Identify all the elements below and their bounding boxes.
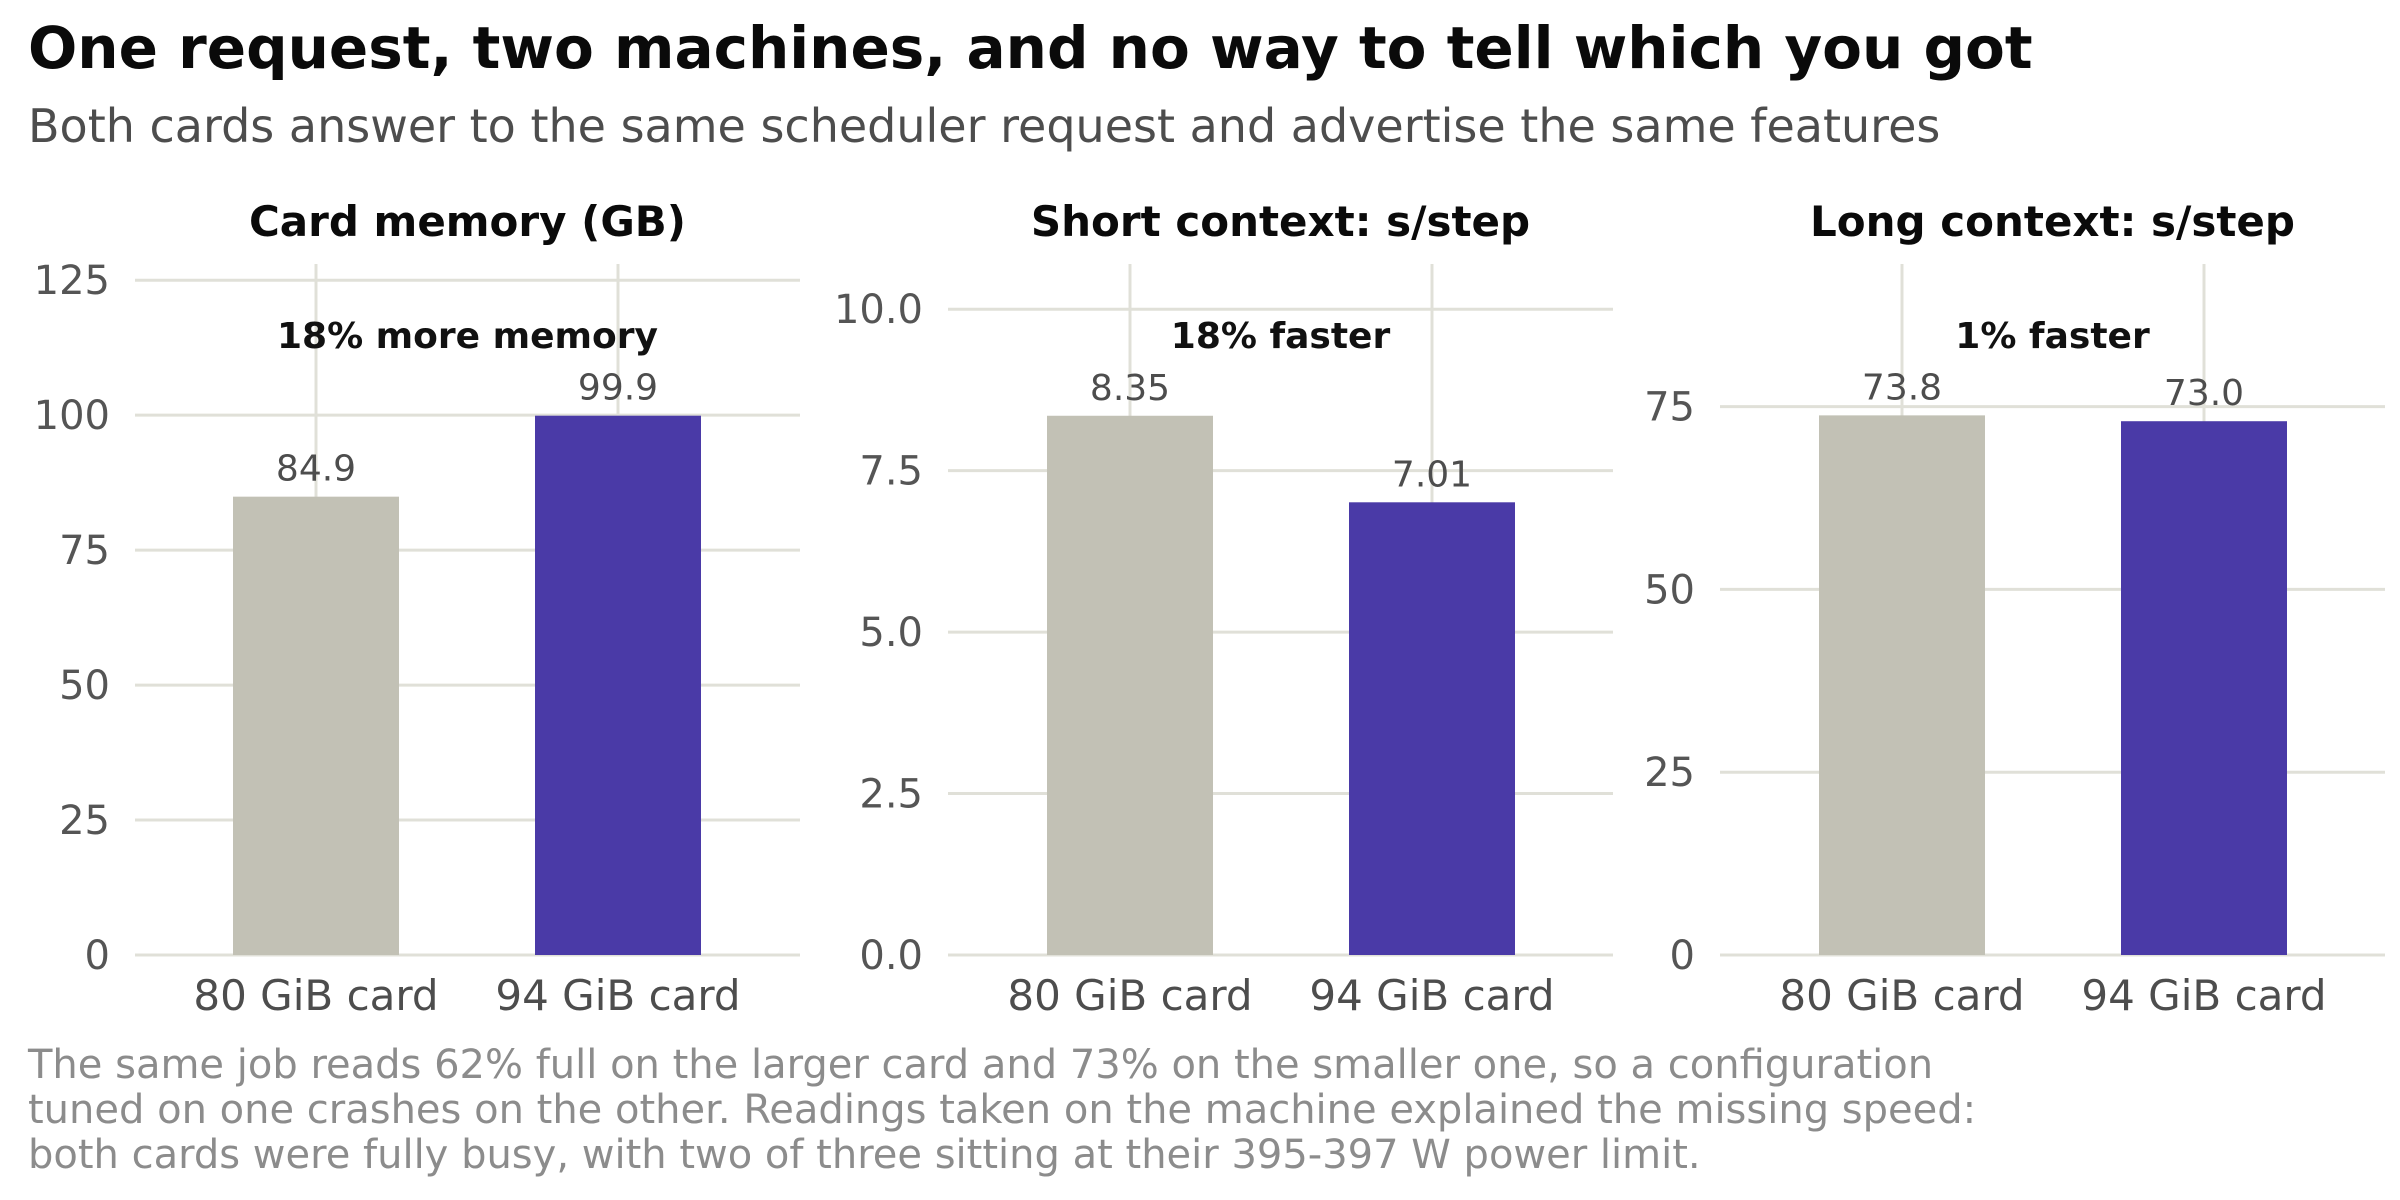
bar-94gib xyxy=(1349,502,1515,955)
x-category-label: 94 GiB card xyxy=(1309,971,1554,1020)
x-category-label: 94 GiB card xyxy=(495,971,740,1020)
y-tick-label: 75 xyxy=(59,528,110,574)
panel-title: Card memory (GB) xyxy=(249,197,686,246)
y-tick-label: 50 xyxy=(1644,567,1695,613)
y-tick-label: 0 xyxy=(85,933,110,979)
y-tick-label: 7.5 xyxy=(859,449,923,495)
bar-94gib xyxy=(2121,421,2287,955)
y-tick-label: 10.0 xyxy=(834,287,923,333)
chart-subtitle: Both cards answer to the same scheduler … xyxy=(28,99,1940,153)
bar-94gib xyxy=(535,415,701,955)
x-category-label: 80 GiB card xyxy=(193,971,438,1020)
y-tick-label: 125 xyxy=(34,258,110,304)
caption: The same job reads 62% full on the large… xyxy=(27,1042,1976,1178)
x-category-label: 80 GiB card xyxy=(1007,971,1252,1020)
y-tick-label: 0.0 xyxy=(859,933,923,979)
y-tick-label: 0 xyxy=(1670,933,1695,979)
panel-title: Long context: s/step xyxy=(1810,197,2295,246)
y-tick-label: 2.5 xyxy=(859,772,923,818)
y-tick-label: 75 xyxy=(1644,385,1695,431)
caption-line: tuned on one crashes on the other. Readi… xyxy=(28,1087,1976,1133)
y-tick-label: 100 xyxy=(34,393,110,439)
panel-annotation: 18% faster xyxy=(1171,316,1391,357)
x-category-label: 94 GiB card xyxy=(2081,971,2326,1020)
panel-title: Short context: s/step xyxy=(1031,197,1530,246)
x-category-label: 80 GiB card xyxy=(1779,971,2024,1020)
y-tick-label: 5.0 xyxy=(859,610,923,656)
bar-value-label: 99.9 xyxy=(578,368,658,409)
panel-annotation: 1% faster xyxy=(1955,316,2150,357)
bar-value-label: 73.8 xyxy=(1862,367,1942,408)
chart-title: One request, two machines, and no way to… xyxy=(28,14,2033,82)
bar-value-label: 7.01 xyxy=(1392,454,1472,495)
bar-value-label: 8.35 xyxy=(1090,368,1170,409)
bar-value-label: 84.9 xyxy=(276,449,356,490)
y-tick-label: 25 xyxy=(1644,750,1695,796)
panel-long-context: Long context: s/step 1% faster 0 25 50 75 73… xyxy=(1644,197,2385,1020)
bar-value-label: 73.0 xyxy=(2164,373,2244,414)
bar-80gib xyxy=(233,496,399,955)
panel-annotation: 18% more memory xyxy=(277,316,658,357)
y-tick-label: 50 xyxy=(59,663,110,709)
y-tick-label: 25 xyxy=(59,798,110,844)
panel-card-memory: Card memory (GB) 18% more memory 0 25 50 75… xyxy=(34,197,800,1020)
panel-short-context: Short context: s/step 18% faster 0.0 2.5 5… xyxy=(834,197,1613,1020)
bar-80gib xyxy=(1819,415,1985,955)
caption-line: both cards were fully busy, with two of … xyxy=(28,1132,1701,1178)
bar-80gib xyxy=(1047,415,1213,955)
caption-line: The same job reads 62% full on the large… xyxy=(27,1042,1933,1088)
